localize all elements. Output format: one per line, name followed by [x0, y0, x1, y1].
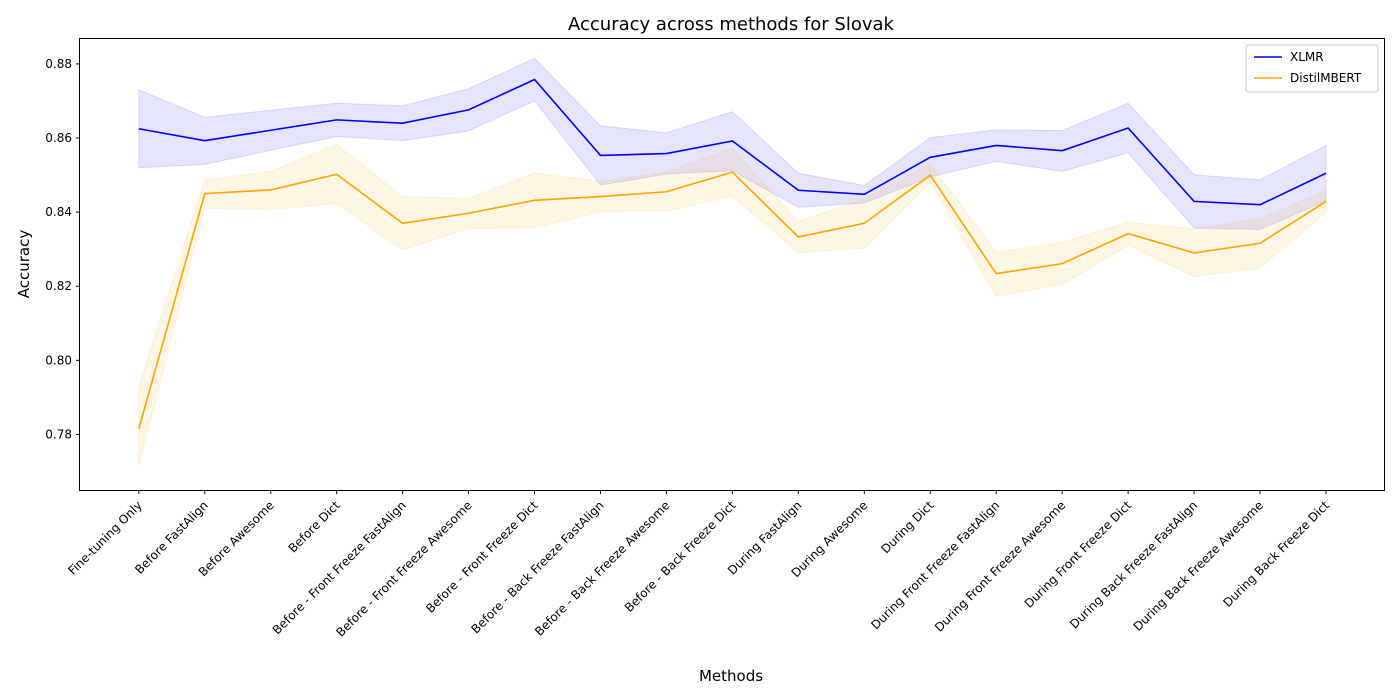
legend: XLMR DistilMBERT [1245, 44, 1379, 93]
x-tick-label: Before - Front Freeze Awesome [333, 498, 474, 639]
x-tick-label: During Back Freeze FastAlign [1067, 498, 1200, 631]
y-tick-label: 0.82 [45, 279, 72, 293]
y-axis-label: Accuracy [15, 230, 33, 299]
x-tick-label: During Front Freeze Awesome [932, 498, 1068, 634]
x-tick-label: During Dict [878, 498, 936, 556]
band-xlmr [138, 57, 1327, 231]
x-tick-label: During Front Freeze FastAlign [868, 498, 1002, 632]
y-tick-label: 0.86 [45, 131, 72, 145]
line-xlmr [138, 78, 1327, 206]
x-axis-label: Methods [699, 667, 763, 685]
chart-title: Accuracy across methods for Slovak [568, 14, 895, 35]
x-tick-label: Before - Back Freeze Awesome [532, 498, 672, 638]
x-tick-label: Before - Back Freeze FastAlign [469, 498, 607, 636]
y-tick-label: 0.80 [45, 353, 72, 367]
y-axis-ticks: 0.78 0.80 0.82 0.84 0.86 0.88 [45, 57, 80, 441]
x-tick-label: Before - Front Freeze FastAlign [270, 498, 409, 637]
x-tick-label: During Back Freeze Dict [1220, 498, 1332, 610]
legend-label-distilmbert: DistilMBERT [1290, 71, 1362, 85]
x-tick-label: Before - Front Freeze Dict [423, 498, 541, 616]
confidence-bands [138, 57, 1327, 467]
x-tick-label: Before Dict [286, 498, 343, 555]
y-tick-label: 0.84 [45, 205, 72, 219]
legend-label-xlmr: XLMR [1290, 50, 1324, 64]
y-tick-label: 0.88 [45, 57, 72, 71]
x-tick-label: During Back Freeze Awesome [1131, 498, 1267, 634]
series-lines [138, 78, 1327, 430]
y-tick-label: 0.78 [45, 427, 72, 441]
line-distilmbert [138, 171, 1327, 430]
band-distilmbert [138, 143, 1327, 467]
x-tick-label: Before - Back Freeze Dict [622, 498, 739, 615]
x-tick-label: During Front Freeze Dict [1022, 498, 1135, 611]
